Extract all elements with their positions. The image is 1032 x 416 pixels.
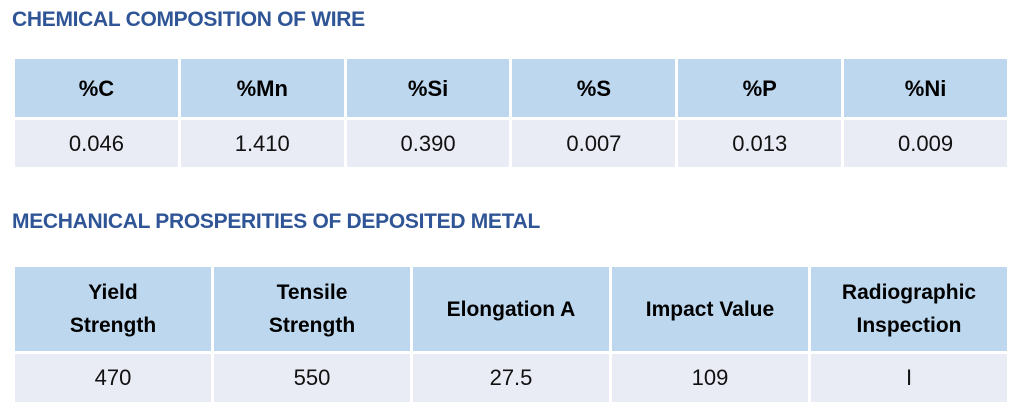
header-yield-strength: Yield Strength (15, 267, 211, 351)
header-p: %P (678, 59, 842, 117)
value-p: 0.013 (678, 120, 842, 167)
header-line: Radiographic (841, 281, 977, 304)
value-elongation: 27.5 (413, 354, 609, 402)
value-tensile-strength: 550 (214, 354, 410, 402)
value-ni: 0.009 (844, 120, 1007, 167)
header-line: Strength (69, 314, 157, 337)
header-tensile-strength: Tensile Strength (214, 267, 410, 351)
header-line: Inspection (856, 314, 962, 337)
header-radiographic-inspection: Radiographic Inspection (811, 267, 1007, 351)
header-mn: %Mn (180, 59, 344, 117)
header-c: %C (15, 59, 178, 117)
value-s: 0.007 (512, 120, 676, 167)
table-header-row: %C %Mn %Si %S %P %Ni (15, 59, 1007, 117)
header-line: Tensile (276, 281, 348, 304)
table-header-row: Yield Strength Tensile Strength Elongation… (15, 267, 1007, 351)
value-mn: 1.410 (180, 120, 344, 167)
value-impact-value: 109 (612, 354, 808, 402)
header-ni: %Ni (844, 59, 1007, 117)
header-impact-value: Impact Value (612, 267, 808, 351)
mechanical-properties-title: MECHANICAL PROSPERITIES OF DEPOSITED MET… (12, 210, 540, 233)
header-line: Strength (268, 314, 356, 337)
value-radiographic-inspection: I (811, 354, 1007, 402)
value-si: 0.390 (346, 120, 510, 167)
header-si: %Si (346, 59, 510, 117)
header-elongation: Elongation A (413, 267, 609, 351)
table-row: 0.046 1.410 0.390 0.007 0.013 0.009 (15, 120, 1007, 167)
header-s: %S (512, 59, 676, 117)
chemical-composition-table: %C %Mn %Si %S %P %Ni 0.046 1.410 0.390 0… (12, 56, 1010, 170)
chemical-composition-title: CHEMICAL COMPOSITION OF WIRE (12, 8, 365, 31)
mechanical-properties-table: Yield Strength Tensile Strength Elongation… (12, 264, 1010, 405)
header-line: Yield (88, 281, 138, 304)
value-yield-strength: 470 (15, 354, 211, 402)
table-row: 470 550 27.5 109 I (15, 354, 1007, 402)
value-c: 0.046 (15, 120, 178, 167)
